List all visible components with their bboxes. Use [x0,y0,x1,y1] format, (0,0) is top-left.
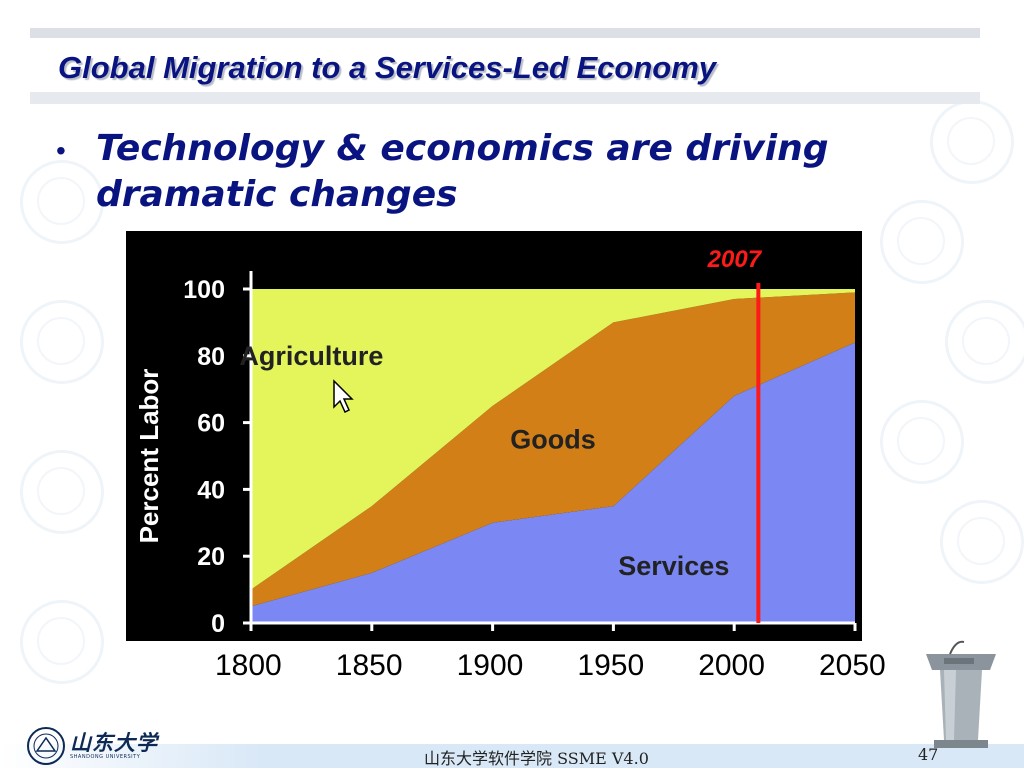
university-seal-icon [27,727,65,765]
watermark-seal [945,300,1024,384]
bullet-marker: • [56,135,66,166]
watermark-seal [930,100,1014,184]
y-tick-label: 0 [211,610,225,638]
area-services [251,342,855,623]
chart-canvas: 0 20 40 60 80 100 Percent Labor Services Goods Ag… [134,246,857,638]
watermark-seal [20,450,104,534]
watermark-seal [20,600,104,684]
university-logo-subtext: SHANDONG UNIVERSITY [70,754,141,760]
university-logo-text: 山东大学 [70,730,158,755]
y-tick-label: 20 [197,543,225,571]
y-tick-label: 60 [197,410,225,438]
y-tick-label: 40 [197,476,225,504]
labor-chart: 0 20 40 60 80 100 Percent Labor Services Goods Ag… [126,231,862,641]
title-stripe-bottom [30,92,980,104]
watermark-seal [940,500,1024,584]
footer-text: 山东大学软件学院 SSME V4.0 [424,749,649,768]
y-axis-title: Percent Labor [134,369,164,544]
series-label-agriculture: Agriculture [239,341,383,371]
page-number: 47 [918,745,939,764]
y-tick-label: 80 [197,343,225,371]
area-goods [251,292,855,607]
x-tick-label: 1900 [456,649,524,682]
title-stripe-top [30,28,980,38]
cursor-icon [333,379,354,414]
watermark-seal [880,400,964,484]
year-marker-label: 2007 [707,246,763,273]
series-label-goods: Goods [510,424,596,454]
footer-band [0,744,1024,768]
y-tick-label: 100 [183,276,225,304]
watermark-seal [20,160,104,244]
area-agriculture [251,289,855,590]
watermark-seal [880,200,964,284]
x-tick-label: 1800 [215,649,282,682]
x-tick-label: 1850 [335,649,403,682]
podium-icon [926,640,996,748]
x-tick-label: 2050 [819,649,886,682]
x-tick-label: 1950 [577,649,645,682]
series-label-services: Services [618,551,729,581]
watermark-seal [20,300,104,384]
bullet-text: Technology & economics are driving drama… [96,128,829,215]
slide-title: Global Migration to a Services-Led Econo… [58,50,717,85]
x-tick-label: 2000 [698,649,765,682]
